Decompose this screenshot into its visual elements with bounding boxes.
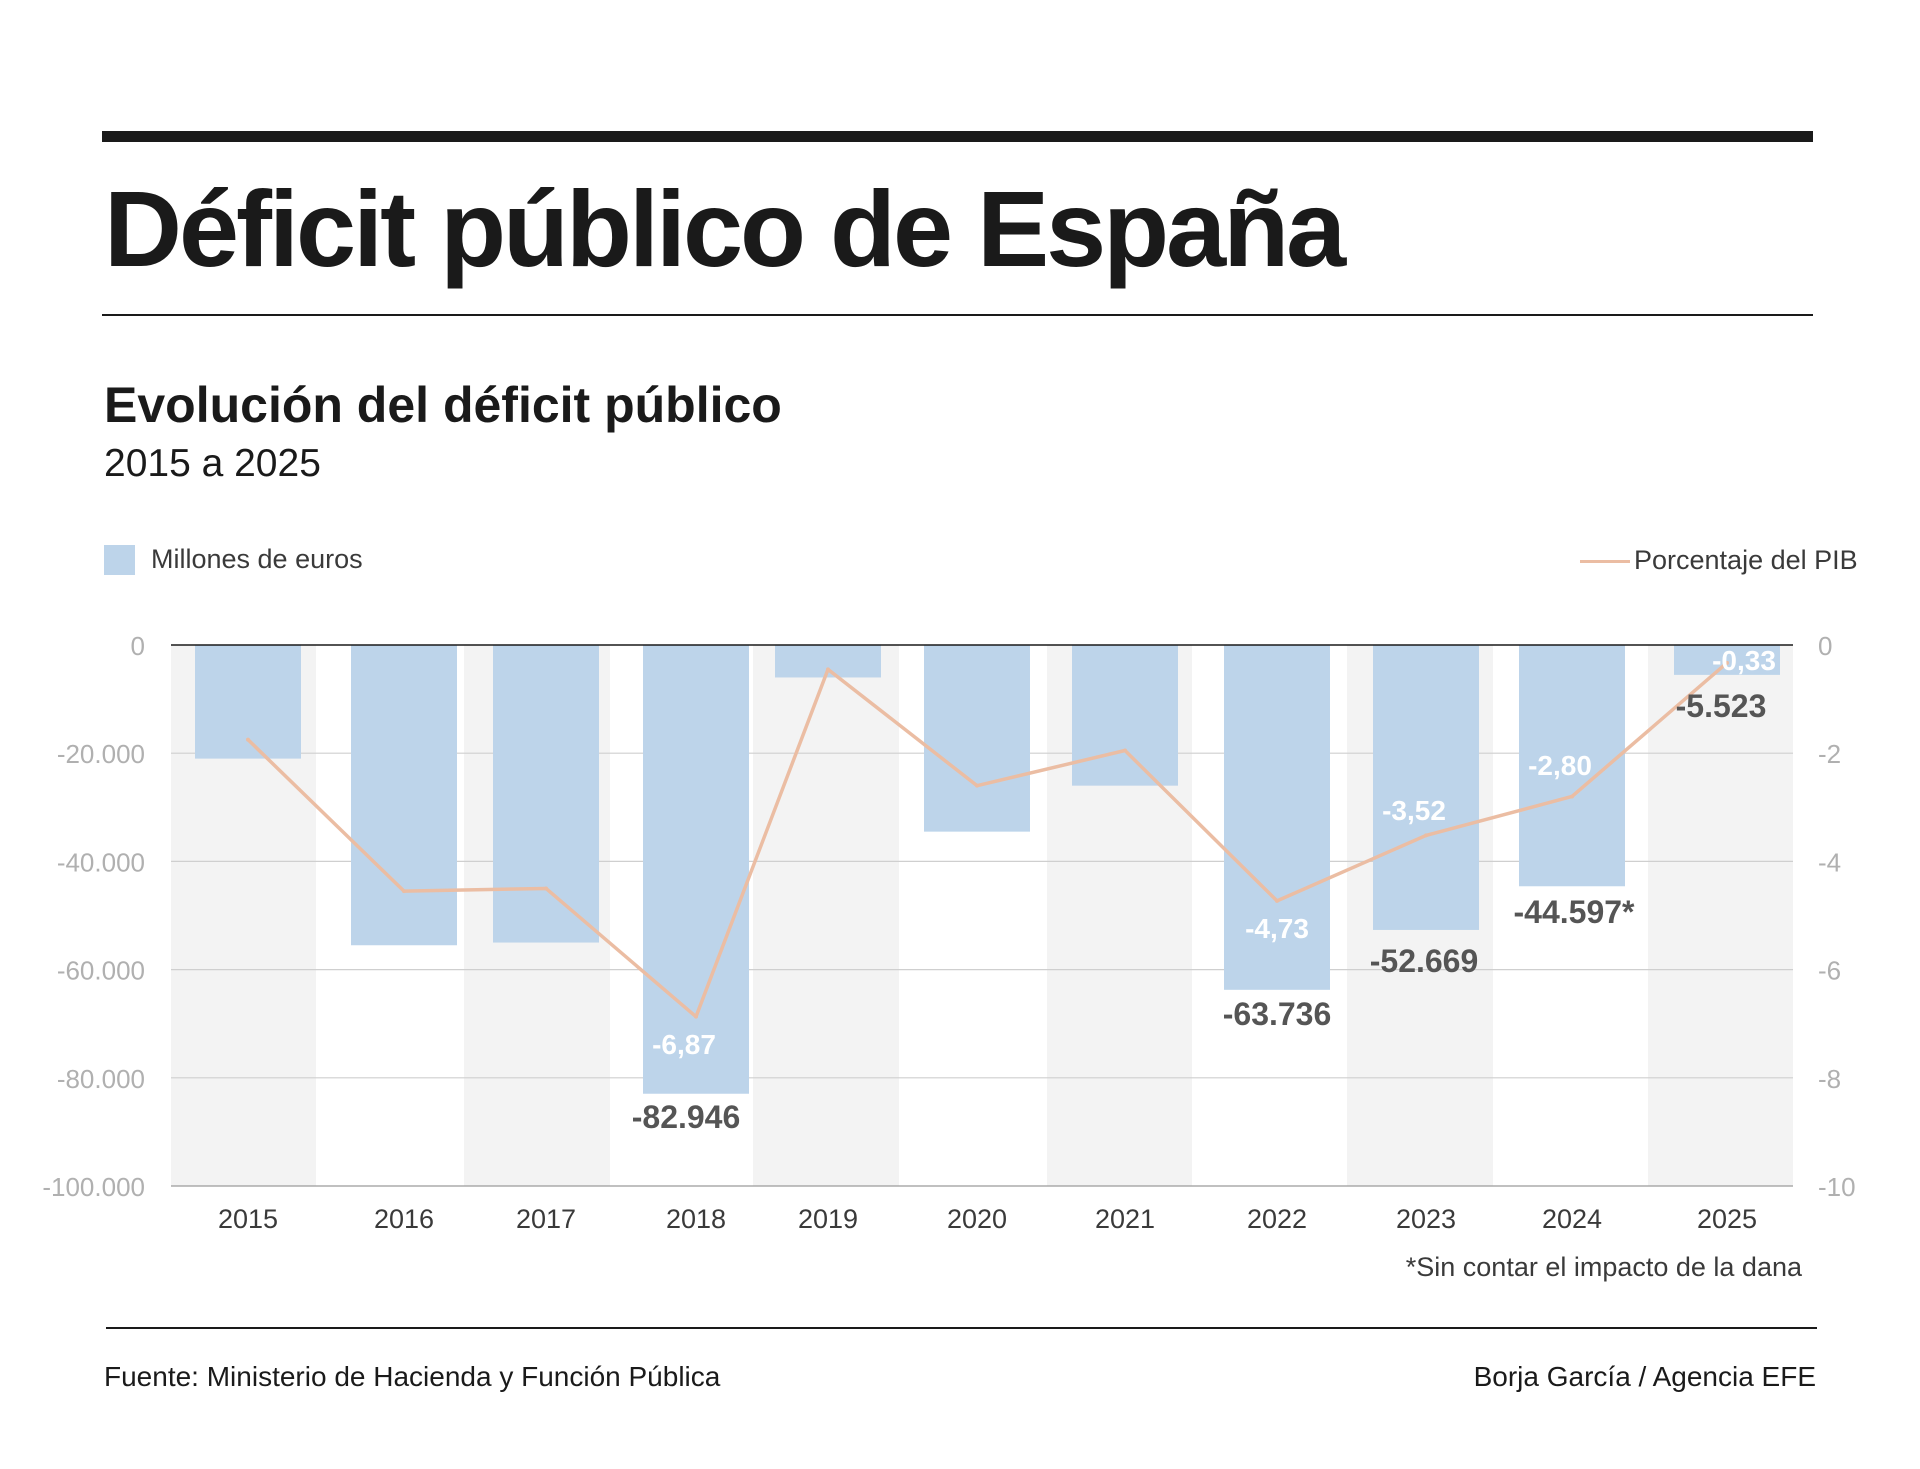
- pib-value-label: -6,87: [652, 1029, 716, 1060]
- y-right-tick-label: -2: [1818, 739, 1841, 769]
- bar-value-label: -5.523: [1676, 688, 1767, 724]
- page-title: Déficit público de España: [104, 168, 1346, 289]
- x-tick-label: 2019: [798, 1204, 858, 1234]
- y-right-tick-label: 0: [1818, 631, 1832, 661]
- x-tick-label: 2025: [1697, 1204, 1757, 1234]
- legend-bar-swatch: [104, 545, 135, 575]
- pib-value-label: -3,52: [1382, 795, 1446, 826]
- title-top-bar: [102, 131, 1813, 142]
- y-left-tick-label: -80.000: [57, 1064, 145, 1094]
- y-left-tick-label: 0: [131, 631, 145, 661]
- pib-point-2022: [1275, 898, 1279, 903]
- pib-point-2019: [826, 667, 830, 672]
- x-tick-label: 2018: [666, 1204, 726, 1234]
- bar-2025: [1674, 645, 1780, 675]
- y-left-tick-label: -60.000: [57, 956, 145, 986]
- x-tick-label: 2023: [1396, 1204, 1456, 1234]
- footer-divider: [106, 1327, 1817, 1329]
- title-divider: [102, 314, 1813, 316]
- y-right-tick-label: -8: [1818, 1064, 1841, 1094]
- x-tick-label: 2022: [1247, 1204, 1307, 1234]
- bar-2020: [924, 645, 1030, 832]
- bar-2022: [1224, 645, 1330, 990]
- pib-point-2025: [1725, 660, 1729, 665]
- bar-2018: [643, 645, 749, 1094]
- x-tick-label: 2015: [218, 1204, 278, 1234]
- source-text: Fuente: Ministerio de Hacienda y Función…: [104, 1361, 721, 1392]
- y-left-tick-label: -100.000: [42, 1172, 145, 1202]
- y-right-tick-label: -4: [1818, 847, 1841, 877]
- chart-period: 2015 a 2025: [104, 442, 321, 485]
- x-tick-label: 2024: [1542, 1204, 1602, 1234]
- bar-value-label: -63.736: [1223, 996, 1332, 1032]
- bar-2021: [1072, 645, 1178, 786]
- y-right-tick-label: -6: [1818, 956, 1841, 986]
- pib-value-label: -0,33: [1712, 645, 1776, 676]
- chart-subtitle: Evolución del déficit público: [104, 377, 782, 433]
- bar-value-label: -44.597*: [1514, 894, 1636, 930]
- bar-2017: [493, 645, 599, 943]
- bar-value-label: -82.946: [632, 1099, 741, 1135]
- pib-point-2016: [402, 889, 406, 894]
- pib-value-label: -2,80: [1528, 750, 1592, 781]
- pib-value-label: -4,73: [1245, 913, 1309, 944]
- pib-point-2017: [544, 886, 548, 891]
- x-tick-label: 2016: [374, 1204, 434, 1234]
- pib-point-2023: [1424, 833, 1428, 838]
- bar-value-label: -52.669: [1370, 943, 1479, 979]
- pib-point-2018: [694, 1014, 698, 1019]
- pib-point-2024: [1570, 794, 1574, 799]
- y-left-tick-label: -40.000: [57, 847, 145, 877]
- x-tick-label: 2020: [947, 1204, 1007, 1234]
- x-tick-label: 2021: [1095, 1204, 1155, 1234]
- bar-2016: [351, 645, 457, 946]
- chart-band-5: [1648, 645, 1793, 1186]
- legend-line-label: Porcentaje del PIB: [1634, 545, 1858, 575]
- pib-point-2015: [246, 737, 250, 742]
- legend-line-swatch: [1580, 560, 1630, 563]
- legend-bars-label: Millones de euros: [151, 544, 363, 574]
- y-left-tick-label: -20.000: [57, 739, 145, 769]
- bar-2023: [1373, 645, 1479, 930]
- y-right-tick-label: -10: [1818, 1172, 1856, 1202]
- chart-band-2: [753, 645, 899, 1186]
- x-tick-label: 2017: [516, 1204, 576, 1234]
- pib-point-2020: [975, 783, 979, 788]
- footnote: *Sin contar el impacto de la dana: [1405, 1252, 1802, 1282]
- pib-point-2021: [1123, 748, 1127, 753]
- credit-text: Borja García / Agencia EFE: [1473, 1361, 1816, 1392]
